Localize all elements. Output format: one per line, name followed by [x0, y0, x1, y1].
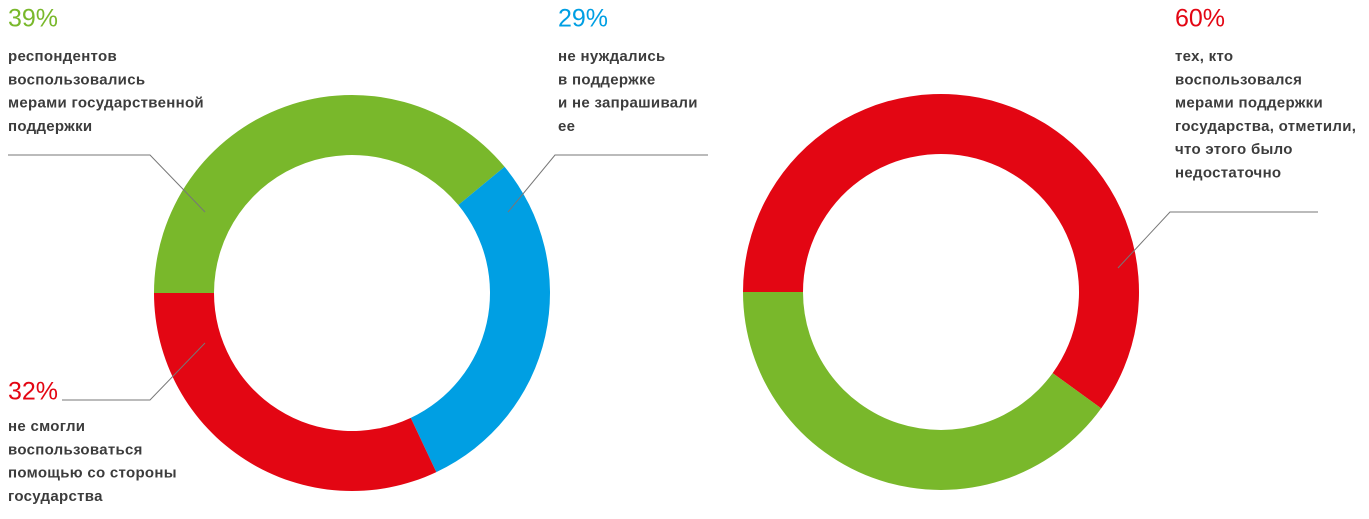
donut-segment: [743, 94, 1139, 409]
description-line: поддержки: [8, 118, 92, 135]
percent-label: 32%: [8, 378, 58, 406]
donut-segment: [154, 95, 505, 293]
donut-segment: [743, 292, 1102, 490]
description-line: государства: [8, 488, 103, 505]
description-line: государства, отметили,: [1175, 118, 1356, 135]
description-line: мерами поддержки: [1175, 95, 1323, 112]
description-line: не нуждались: [558, 48, 666, 65]
description-line: помощью со стороны: [8, 465, 177, 482]
description-line: тех, кто: [1175, 48, 1233, 65]
donut-segment: [410, 166, 550, 473]
description-line: в поддержке: [558, 71, 656, 88]
description-line: воспользовался: [1175, 71, 1302, 88]
leader-line: [1117, 211, 1318, 269]
description-line: респондентов: [8, 48, 117, 65]
description-line: что этого было: [1175, 141, 1293, 158]
leader-line: [507, 154, 708, 213]
description-line: мерами государственной: [8, 95, 204, 112]
leader-line: [8, 154, 206, 213]
description-line: воспользовались: [8, 71, 145, 88]
percent-label: 60%: [1175, 5, 1225, 33]
description-line: и не запрашивали: [558, 95, 698, 112]
description-line: не смогли: [8, 418, 85, 435]
description-line: воспользоваться: [8, 441, 143, 458]
donut-segment: [154, 293, 437, 491]
description-line: недостаточно: [1175, 164, 1281, 181]
leader-line: [62, 342, 206, 401]
percent-label: 29%: [558, 5, 608, 33]
description-line: ее: [558, 118, 575, 135]
percent-label: 39%: [8, 5, 58, 33]
